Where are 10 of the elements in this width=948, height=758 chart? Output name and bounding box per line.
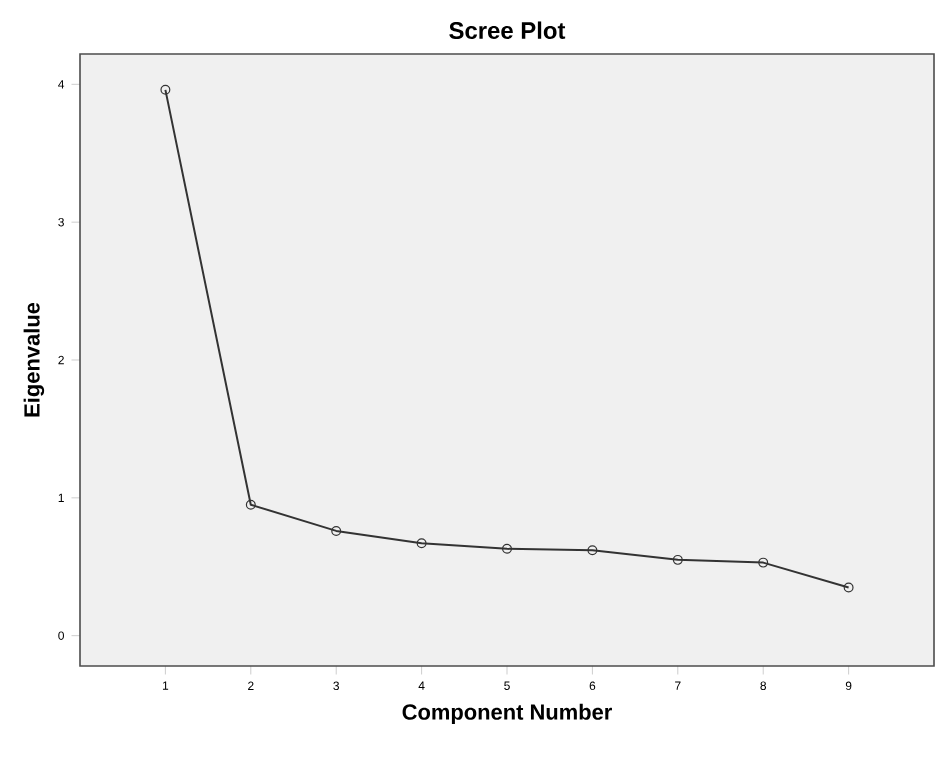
point — [672, 554, 683, 565]
point — [587, 545, 598, 556]
point — [502, 543, 512, 554]
point — [245, 499, 256, 510]
point — [416, 538, 427, 549]
y-axis-title: Eigenvalue — [23, 302, 45, 417]
point — [758, 557, 769, 568]
chart-title: Scree Plot — [449, 21, 566, 39]
point — [331, 525, 342, 536]
x-axis-title: Component Number — [402, 703, 612, 725]
